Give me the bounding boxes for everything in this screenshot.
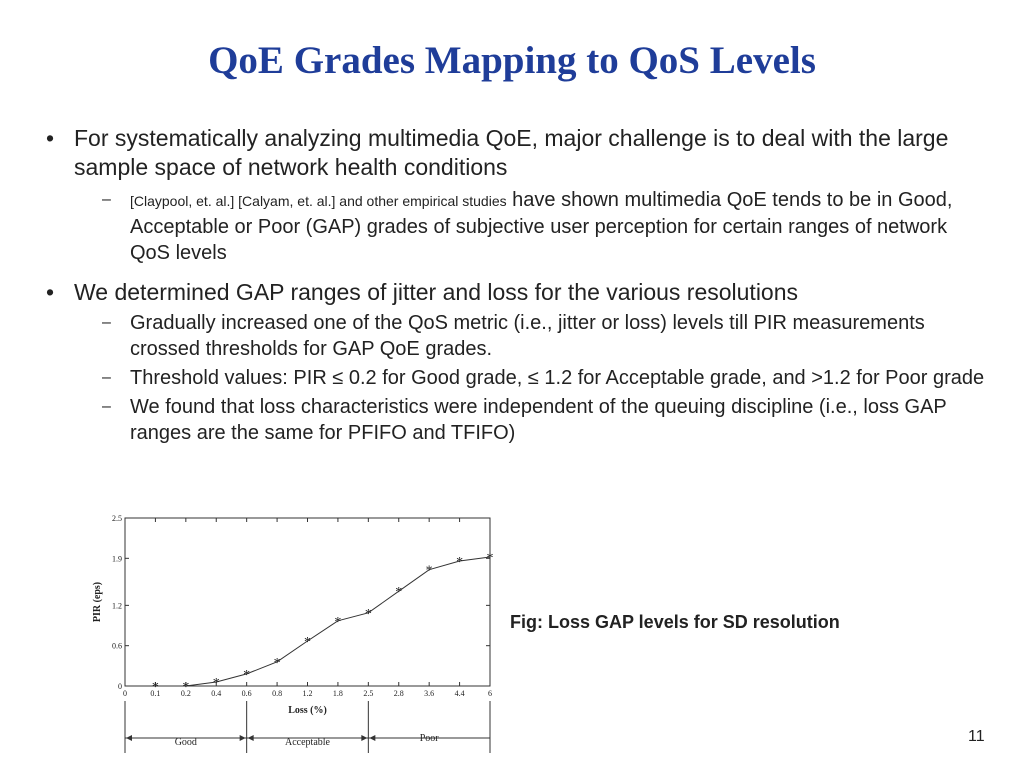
bullet-marker: • xyxy=(46,125,55,151)
dash-marker: – xyxy=(102,314,111,331)
x-tick-label: 0.6 xyxy=(242,689,252,698)
y-tick-label: 0 xyxy=(118,682,122,691)
bullet-item: • We determined GAP ranges of jitter and… xyxy=(46,278,986,307)
x-tick-label: 3.6 xyxy=(424,689,434,698)
data-point-marker: * xyxy=(274,656,281,671)
x-tick-label: 0.2 xyxy=(181,689,191,698)
bullet-item: • For systematically analyzing multimedi… xyxy=(46,124,986,182)
grade-label: Acceptable xyxy=(285,737,331,748)
bullet-marker: • xyxy=(46,279,55,305)
plot-frame xyxy=(124,517,491,687)
dash-marker: – xyxy=(102,369,111,386)
x-tick-label: 1.8 xyxy=(333,689,343,698)
x-tick-label: 0.4 xyxy=(211,689,221,698)
x-tick-label: 6 xyxy=(488,689,492,698)
sub-bullet-item: – [Claypool, et. al.] [Calyam, et. al.] … xyxy=(46,187,986,266)
y-tick-label: 1.9 xyxy=(112,554,122,563)
dash-marker: – xyxy=(102,398,111,415)
series-line xyxy=(155,556,491,687)
data-point-marker: * xyxy=(365,607,372,622)
reference-text: [Claypool, et. al.] [Calyam, et. al.] an… xyxy=(130,193,507,209)
x-tick-label: 2.5 xyxy=(363,689,373,698)
y-tick-label: 0.6 xyxy=(112,642,122,651)
grade-arrow-left xyxy=(126,735,132,741)
x-tick-label: 0.1 xyxy=(150,689,160,698)
x-axis-label: Loss (%) xyxy=(288,705,327,716)
bullet-text: We determined GAP ranges of jitter and l… xyxy=(74,279,799,305)
grade-arrow-left xyxy=(369,735,376,741)
loss-pir-chart: 0 0.6 1.2 1.9 2.5 0 0.1 0.2 0.4 0.6 0.8 1.2 1.8 2.5 2.… xyxy=(92,514,494,753)
sub-bullet-text: We found that loss characteristics were … xyxy=(130,396,947,444)
page-number: 11 xyxy=(968,728,985,745)
figure-caption: Fig: Loss GAP levels for SD resolution xyxy=(510,612,840,632)
data-point-marker: * xyxy=(395,585,402,600)
grade-label: Poor xyxy=(420,733,440,744)
y-axis-label: PIR (eps) xyxy=(92,582,103,622)
data-point-marker: * xyxy=(152,680,159,695)
sub-bullet-item: – Gradually increased one of the QoS met… xyxy=(46,310,986,362)
y-tick-label: 2.5 xyxy=(112,514,122,523)
data-point-marker: * xyxy=(426,564,433,579)
data-point-marker: * xyxy=(487,551,494,566)
sub-bullet-item: – Threshold values: PIR ≤ 0.2 for Good g… xyxy=(46,365,986,391)
grade-label: Good xyxy=(175,737,197,748)
x-tick-label: 4.4 xyxy=(455,689,465,698)
grade-arrow-right xyxy=(239,735,246,741)
data-point-marker: * xyxy=(182,680,189,695)
y-tick-label: 1.2 xyxy=(112,601,122,610)
x-tick-label: 2.8 xyxy=(394,689,404,698)
x-tick-label: 1.2 xyxy=(303,689,313,698)
sub-bullet-text: Threshold values: PIR ≤ 0.2 for Good gra… xyxy=(130,367,985,389)
slide-title: QoE Grades Mapping to QoS Levels xyxy=(208,39,816,82)
sub-bullet-text: have shown multimedia QoE tends to be in… xyxy=(130,189,953,264)
data-point-marker: * xyxy=(243,668,250,683)
bullet-text: For systematically analyzing multimedia … xyxy=(74,125,949,180)
sub-bullet-item: – We found that loss characteristics wer… xyxy=(46,394,986,446)
data-point-marker: * xyxy=(304,635,311,650)
sub-bullet-text: Gradually increased one of the QoS metri… xyxy=(130,312,925,360)
bullet-content: • For systematically analyzing multimedi… xyxy=(46,124,986,446)
grade-arrow-left xyxy=(247,735,254,741)
grade-arrow-right xyxy=(361,735,368,741)
x-tick-label: 0 xyxy=(123,689,127,698)
x-tick-label: 0.8 xyxy=(272,689,282,698)
dash-marker: – xyxy=(102,191,111,208)
data-point-marker: * xyxy=(334,615,341,630)
data-point-marker: * xyxy=(456,555,463,570)
data-point-marker: * xyxy=(213,676,220,691)
